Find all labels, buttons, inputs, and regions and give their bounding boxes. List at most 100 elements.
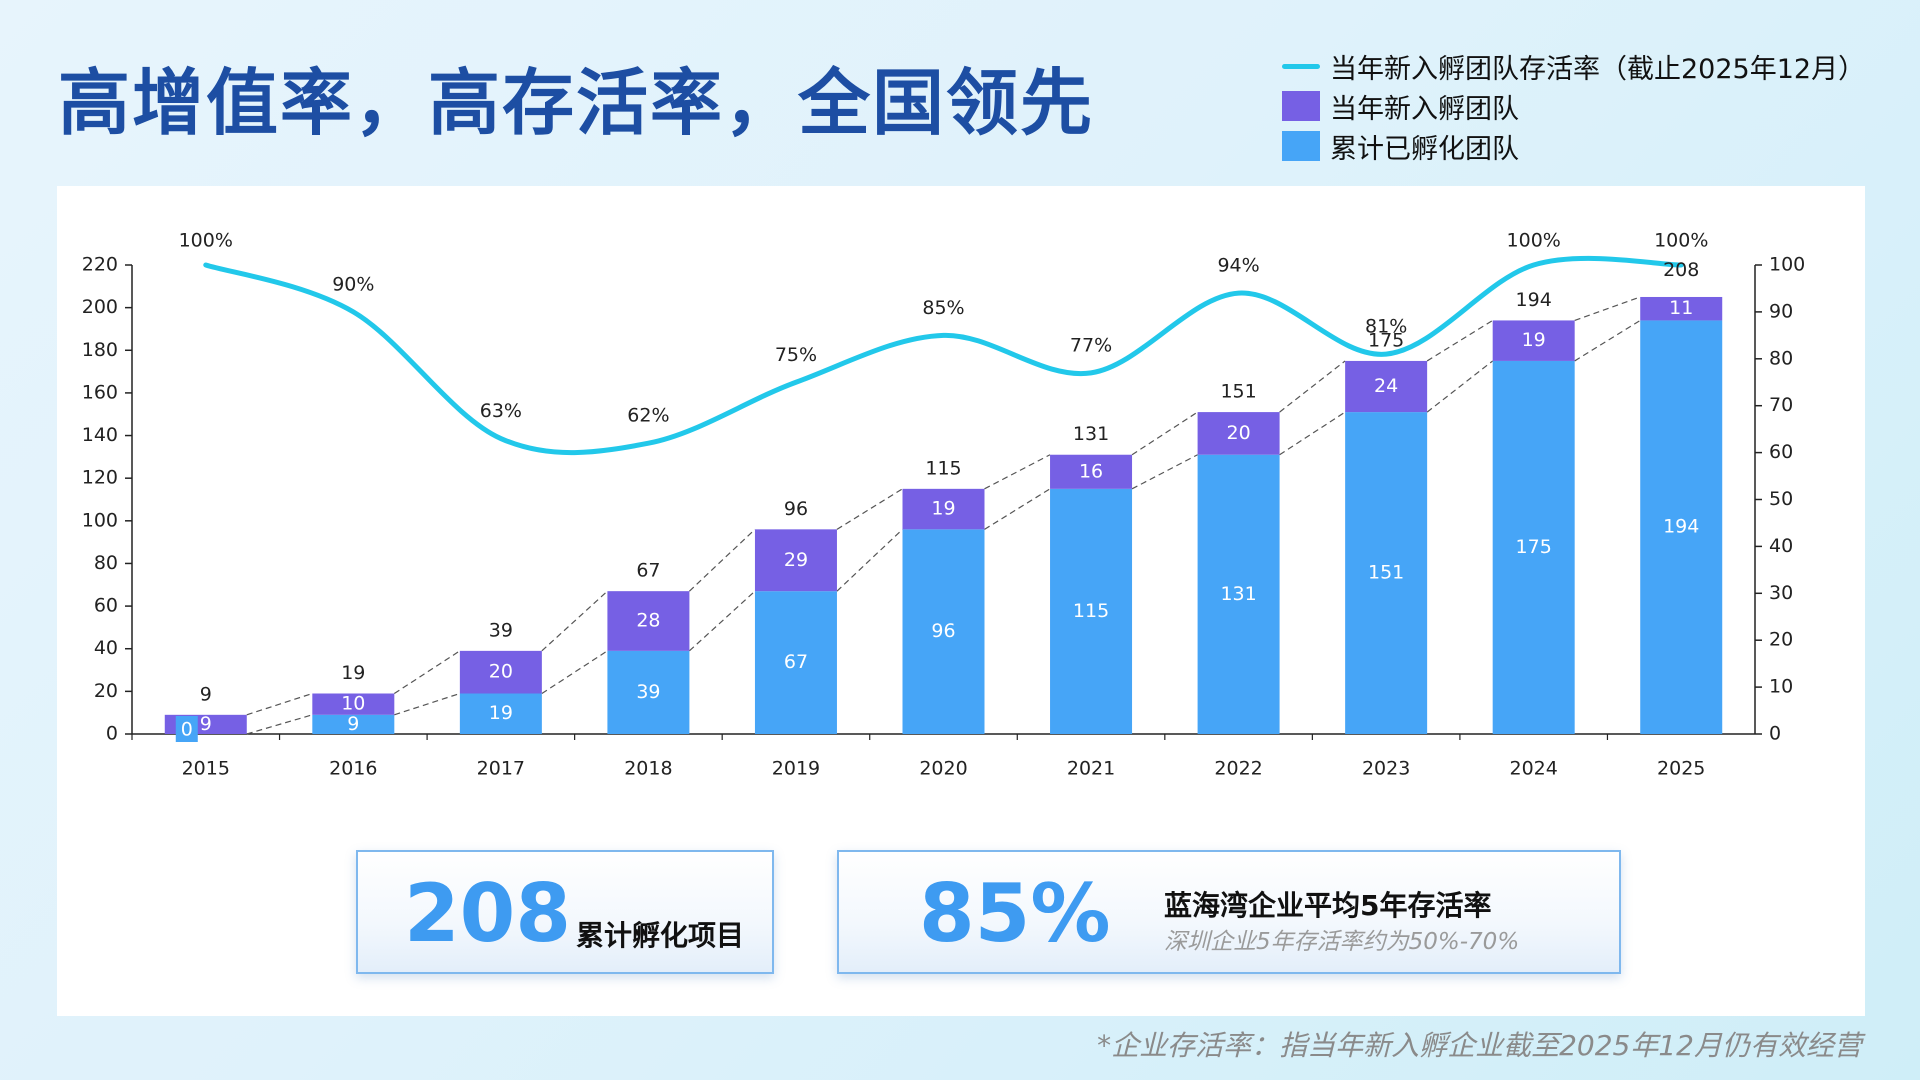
legend-swatch-line [1282,63,1320,69]
y-left-tick-label: 140 [82,424,118,446]
survival-rate-line [203,255,1684,456]
label-cumulative-value: 151 [1368,562,1404,584]
label-total-value: 96 [784,498,808,520]
label-survival-rate: 90% [332,273,374,295]
bar-new-teams [607,591,690,651]
bar-new-teams [459,650,542,694]
bar-new-teams [1640,296,1723,321]
y-right-tick-label: 70 [1769,394,1793,416]
label-total-value: 131 [1073,423,1109,445]
y-left-tick-label: 40 [94,637,118,659]
label-new-teams-value: 29 [784,549,808,571]
bar-new-teams [1050,454,1133,489]
y-right-tick-label: 50 [1769,488,1793,510]
connector-line-base [1426,360,1494,413]
bar-new-teams [1197,412,1280,455]
x-tick-label: 2015 [182,758,230,780]
survival-line [203,255,1684,456]
page-title: 高增值率，高存活率，全国领先 [58,61,1095,145]
bar-cumulative [1492,360,1575,734]
stat-survival-value: 85% [919,867,1111,960]
bar-new-teams [902,488,985,530]
label-cumulative-value: 19 [489,702,513,724]
label-survival-rate: 77% [1070,334,1112,356]
chart-legend: 当年新入孵团队存活率（截止2025年12月） 当年新入孵团队 累计已孵化团队 [1282,46,1865,166]
label-survival-rate: 94% [1217,255,1259,277]
label-cumulative-value: 0 [181,719,193,741]
label-cumulative-value: 9 [347,713,359,735]
label-total-value: 151 [1220,381,1256,403]
connector-line-base [1574,319,1641,362]
label-survival-rate: 100% [179,230,233,252]
x-tick-label: 2022 [1214,758,1262,780]
x-tick-label: 2024 [1510,758,1558,780]
label-survival-rate: 100% [1507,230,1561,252]
bar-cumulative [902,529,985,734]
connector-line-base [246,714,313,735]
label-cumulative-value: 175 [1516,536,1552,558]
label-new-teams-value: 9 [200,713,212,735]
label-new-teams-value: 19 [931,498,955,520]
legend-label: 累计已孵化团队 [1330,133,1519,165]
connector-line-top [984,454,1051,490]
label-new-teams-value: 16 [1079,460,1103,482]
y-left-tick-label: 60 [94,595,118,617]
y-left-tick-label: 0 [106,723,118,745]
label-new-teams-value: 28 [636,610,660,632]
label-total-value: 67 [636,560,660,582]
x-tick-label: 2016 [329,758,377,780]
label-total-value: 39 [489,619,513,641]
x-tick-label: 2025 [1657,758,1705,780]
y-left-tick-label: 100 [82,509,118,531]
connector-line-top [1279,360,1346,413]
label-survival-rate: 85% [922,297,964,319]
bars [164,296,1723,734]
label-survival-rate: 63% [480,400,522,422]
connector-line-top [1426,319,1493,362]
stat-survival-sub: 深圳企业5年存活率约为50%-70% [1164,929,1520,955]
y-left-tick-label: 160 [82,381,118,403]
stat-total-label: 累计孵化项目 [576,919,745,952]
label-cumulative-value: 96 [931,620,955,642]
label-cumulative-value: 67 [784,651,808,673]
label-total-value: 19 [341,662,365,684]
y-left-tick-label: 220 [82,254,118,276]
label-new-teams-value: 10 [341,693,365,715]
connector-line-base [689,590,756,652]
connector-line-top [246,692,313,716]
label-cumulative-value: 131 [1220,583,1256,605]
bar-cumulative [1640,320,1723,734]
y-right-tick-label: 20 [1769,629,1793,651]
bar-cumulative [1050,488,1133,734]
y-right-tick-label: 60 [1769,441,1793,463]
label-survival-rate: 100% [1654,230,1708,252]
connector-line-top [541,590,608,652]
x-tick-label: 2019 [772,758,820,780]
label-new-teams-value: 20 [1226,422,1250,444]
bar-cumulative [754,591,837,734]
legend-item-cumulative: 累计已孵化团队 [1282,126,1865,166]
bar-cumulative [607,650,690,734]
bar-new-teams [1345,360,1428,413]
legend-label: 当年新入孵团队 [1330,93,1519,125]
y-left-tick-label: 180 [82,339,118,361]
connector-line-base [1279,411,1346,456]
label-cumulative-value: 115 [1073,600,1109,622]
data-labels: 0 99100%9101990%19203963%39286762%6729967… [175,230,1708,742]
y-right-tick-label: 40 [1769,535,1793,557]
connector-line-top [1131,411,1198,456]
connector-line-base [1131,454,1198,490]
stat-survival-label: 蓝海湾企业平均5年存活率 [1164,889,1492,922]
y-right-tick-label: 0 [1769,723,1781,745]
y-right-tick-label: 80 [1769,347,1793,369]
y-left-tick-label: 200 [82,296,118,318]
label-survival-rate: 75% [775,344,817,366]
connector-line-base [836,528,903,592]
stat-card-survival: 85% 蓝海湾企业平均5年存活率 深圳企业5年存活率约为50%-70% [837,850,1621,974]
label-total-value: 115 [925,457,961,479]
x-tick-label: 2017 [477,758,525,780]
combo-chart: 0204060801001201401601802002200102030405… [82,230,1806,780]
connector-line-base [394,692,461,716]
label-new-teams-value: 19 [1522,329,1546,351]
label-new-teams-value: 24 [1374,375,1398,397]
